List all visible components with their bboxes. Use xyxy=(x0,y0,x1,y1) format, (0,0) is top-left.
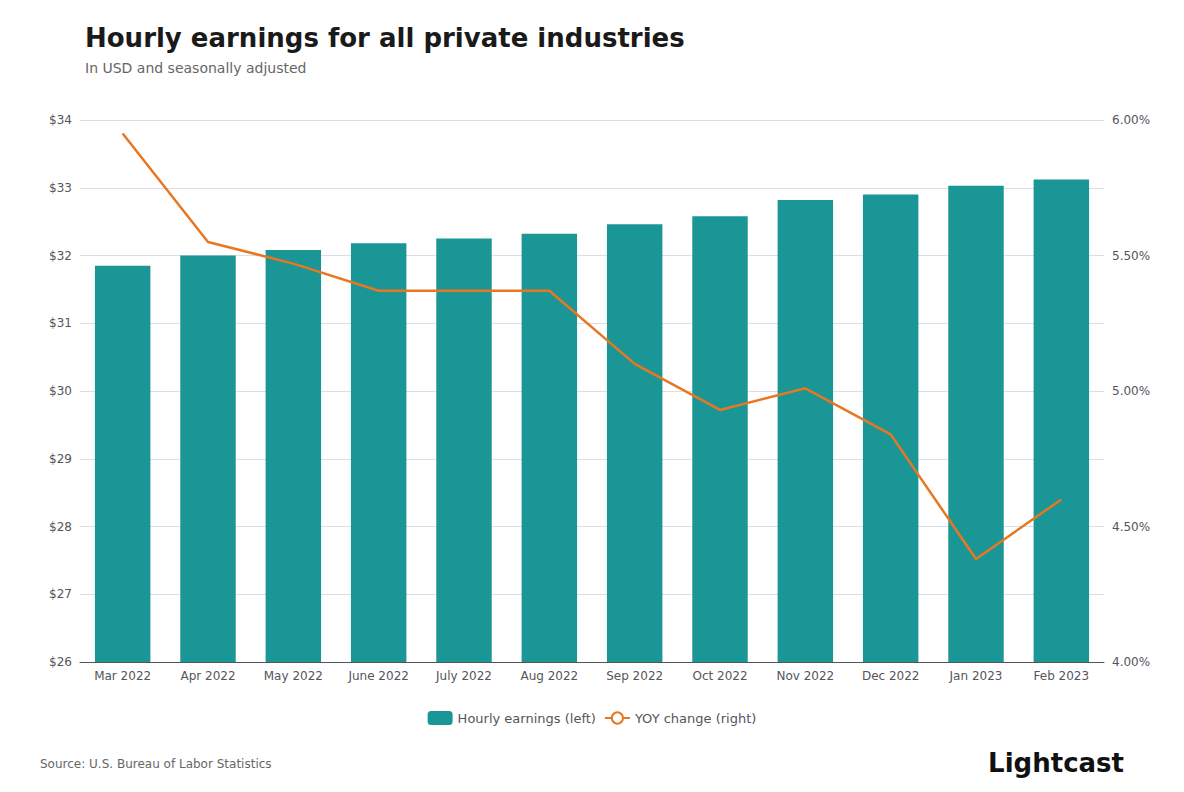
svg-text:$31: $31 xyxy=(49,316,72,330)
svg-text:Sep 2022: Sep 2022 xyxy=(606,669,663,683)
svg-text:$27: $27 xyxy=(49,587,72,601)
svg-text:$32: $32 xyxy=(49,249,72,263)
svg-text:4.00%: 4.00% xyxy=(1112,655,1150,669)
svg-text:June 2022: June 2022 xyxy=(347,669,409,683)
svg-text:In USD and seasonally adjusted: In USD and seasonally adjusted xyxy=(85,60,306,76)
svg-text:Jan 2023: Jan 2023 xyxy=(949,669,1003,683)
svg-text:$34: $34 xyxy=(49,113,72,127)
svg-text:5.00%: 5.00% xyxy=(1112,384,1150,398)
svg-text:July 2022: July 2022 xyxy=(435,669,492,683)
svg-text:Dec 2022: Dec 2022 xyxy=(862,669,920,683)
svg-text:4.50%: 4.50% xyxy=(1112,520,1150,534)
svg-text:YOY change (right): YOY change (right) xyxy=(634,711,757,726)
svg-text:Oct 2022: Oct 2022 xyxy=(692,669,747,683)
svg-text:6.00%: 6.00% xyxy=(1112,113,1150,127)
svg-text:Aug 2022: Aug 2022 xyxy=(520,669,578,683)
svg-text:May 2022: May 2022 xyxy=(264,669,323,683)
svg-text:Hourly earnings for all privat: Hourly earnings for all private industri… xyxy=(85,23,685,53)
svg-text:Lightcast: Lightcast xyxy=(988,748,1124,778)
svg-text:Feb 2023: Feb 2023 xyxy=(1034,669,1090,683)
svg-text:5.50%: 5.50% xyxy=(1112,249,1150,263)
svg-text:$33: $33 xyxy=(49,181,72,195)
svg-text:Hourly earnings (left): Hourly earnings (left) xyxy=(458,711,596,726)
svg-text:$30: $30 xyxy=(49,384,72,398)
svg-text:Mar 2022: Mar 2022 xyxy=(94,669,151,683)
svg-text:Source: U.S. Bureau of Labor S: Source: U.S. Bureau of Labor Statistics xyxy=(40,757,272,771)
svg-text:$28: $28 xyxy=(49,520,72,534)
svg-text:$29: $29 xyxy=(49,452,72,466)
svg-text:$26: $26 xyxy=(49,655,72,669)
svg-text:Apr 2022: Apr 2022 xyxy=(180,669,235,683)
svg-text:Nov 2022: Nov 2022 xyxy=(776,669,834,683)
